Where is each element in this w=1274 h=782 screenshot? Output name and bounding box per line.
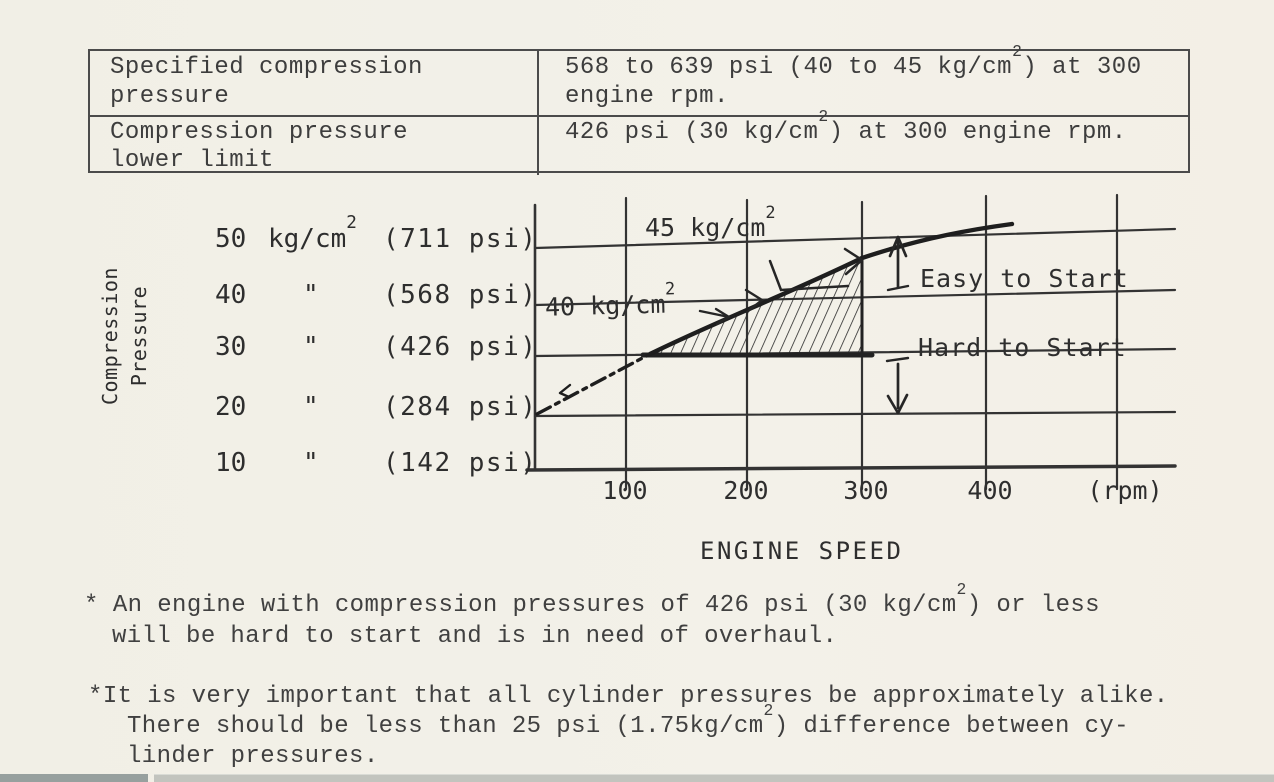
footnote-line: It is very important that all cylinder p… xyxy=(102,683,1169,710)
footnote-line: will be hard to start and is in need of … xyxy=(112,623,838,650)
x-tick-200: 200 xyxy=(723,476,769,505)
x-tick-400: 400 xyxy=(967,476,1013,505)
scan-edge-artifact xyxy=(0,774,148,782)
y-tick-row: 20 " (284 psi) xyxy=(215,392,545,422)
footnote-line: An engine with compression pressures of … xyxy=(112,579,1100,619)
x-tick-300: 300 xyxy=(843,476,889,505)
label-45-leader-arrow xyxy=(768,247,864,292)
annotation-45-kg-cm2: 45 kg/cm2 xyxy=(645,202,776,242)
y-tick-psi: (711 psi) xyxy=(383,224,538,254)
y-tick-row: 10 " (142 psi) xyxy=(215,448,545,478)
x-axis-title: ENGINE SPEED xyxy=(700,537,904,565)
annotation-hard-to-start: Hard to Start xyxy=(918,333,1127,362)
up-arrow-icon xyxy=(886,235,910,292)
annotation-easy-to-start: Easy to Start xyxy=(920,264,1129,293)
spec-value-cell: 568 to 639 psi (40 to 45 kg/cm2) at 300 … xyxy=(539,41,1188,117)
y-tick-row: 50 kg/cm2 (711 psi) xyxy=(215,213,545,254)
y-tick-psi: (142 psi) xyxy=(383,448,538,478)
footnote-marker: * xyxy=(84,592,99,619)
y-axis-title-line: Compression xyxy=(98,267,122,405)
spec-value-line: 426 psi (30 kg/cm2) at 300 engine rpm. xyxy=(565,106,1127,146)
y-tick-psi: (426 psi) xyxy=(383,332,538,362)
footnote-marker: * xyxy=(88,683,103,710)
spec-label-line: lower limit xyxy=(110,147,274,174)
scan-edge-artifact xyxy=(154,774,1274,782)
y-tick-psi: (568 psi) xyxy=(383,280,538,310)
spec-label-cell: Compression pressure lower limit xyxy=(90,117,539,175)
spec-label-line: Compression pressure xyxy=(110,119,409,146)
down-arrow-icon xyxy=(885,356,910,415)
x-axis-unit: (rpm) xyxy=(1087,476,1163,505)
pressure-curve xyxy=(535,221,1015,416)
spec-label-line: pressure xyxy=(110,83,230,110)
compression-spec-table: Specified compression pressure 568 to 63… xyxy=(88,41,1190,175)
footnote-cylinder-balance: * It is very important that all cylinder… xyxy=(88,682,1169,772)
y-tick-value: 10 xyxy=(215,448,247,478)
y-tick-ditto: " xyxy=(303,448,321,478)
y-tick-ditto: " xyxy=(303,392,321,422)
y-axis-title-line: Pressure xyxy=(127,285,151,387)
y-tick-ditto: " xyxy=(303,332,321,362)
spec-value-line: 568 to 639 psi (40 to 45 kg/cm2) at 300 xyxy=(565,41,1142,81)
footnote-hard-start: * An engine with compression pressures o… xyxy=(84,579,1100,652)
footnote-line: There should be less than 25 psi (1.75kg… xyxy=(127,700,1129,740)
x-tick-100: 100 xyxy=(602,476,648,505)
spec-value-line: engine rpm. xyxy=(565,83,729,110)
y-tick-row: 30 " (426 psi) xyxy=(215,332,545,362)
y-tick-value: 40 xyxy=(215,280,247,310)
y-tick-value: 30 xyxy=(215,332,247,362)
annotation-40-kg-cm2: 40 kg/cm2 xyxy=(544,279,676,322)
label-40-pointer-arrow xyxy=(698,288,764,326)
spec-label-line: Specified compression xyxy=(110,54,423,81)
spec-value-cell: 426 psi (30 kg/cm2) at 300 engine rpm. xyxy=(539,106,1188,175)
footnote-line: linder pressures. xyxy=(127,743,379,770)
y-tick-value: 50 xyxy=(215,224,247,254)
spec-label-cell: Specified compression pressure xyxy=(90,51,539,117)
y-tick-value: 20 xyxy=(215,392,247,422)
y-tick-unit: kg/cm2 xyxy=(268,213,357,254)
y-axis-title: Compression Pressure xyxy=(96,232,156,440)
y-tick-psi: (284 psi) xyxy=(383,392,538,422)
y-tick-row: 40 " (568 psi) xyxy=(215,280,545,310)
y-tick-ditto: " xyxy=(303,280,321,310)
